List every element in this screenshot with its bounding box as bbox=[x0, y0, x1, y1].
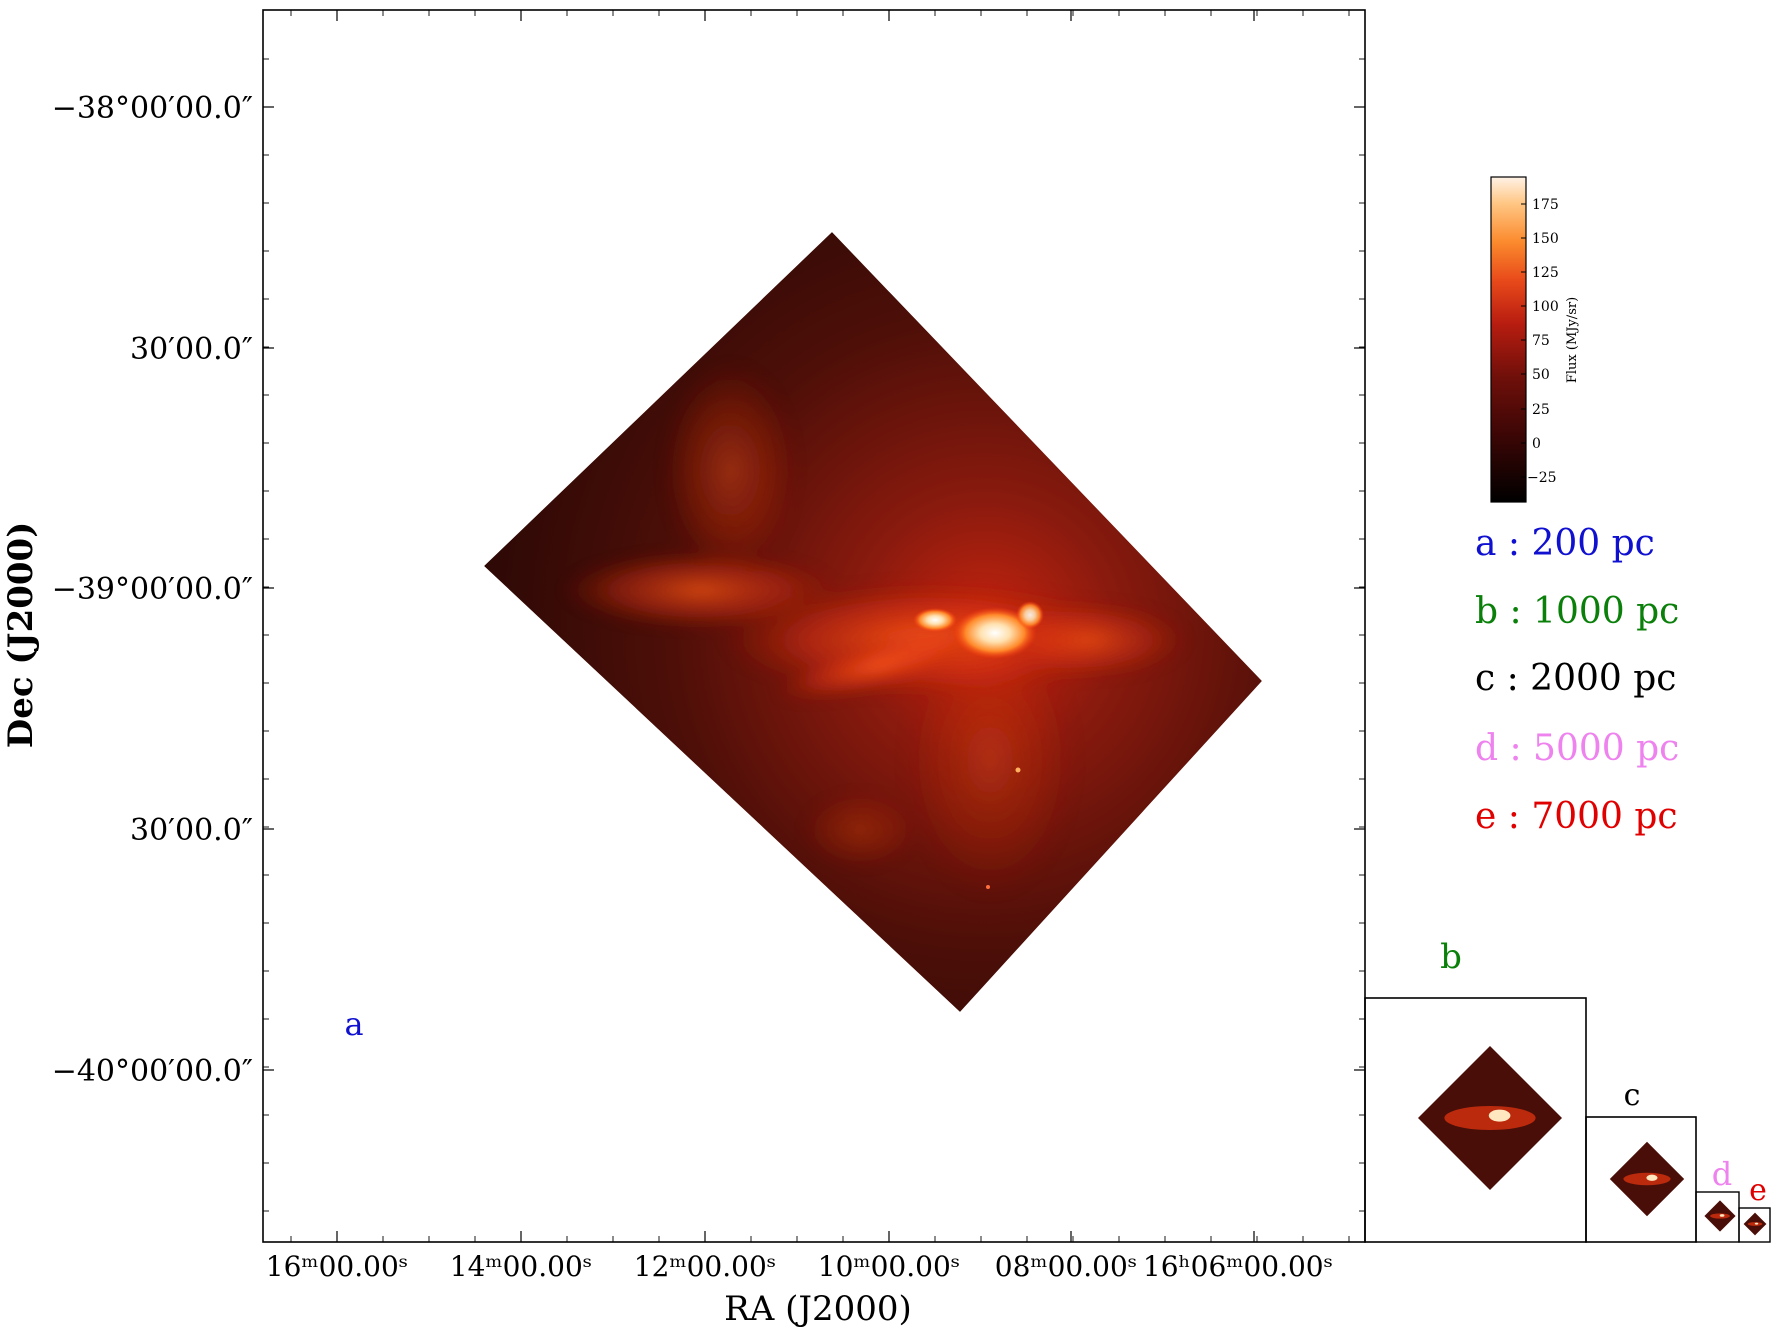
x-minor-ticks bbox=[290, 10, 1350, 1242]
y-tick-label: 30′00.0″ bbox=[130, 813, 253, 848]
x-tick-label: 10ᵐ00.00ˢ bbox=[818, 1250, 960, 1283]
colorbar-ticks bbox=[1521, 203, 1526, 478]
colorbar-tick-label: 125 bbox=[1532, 265, 1559, 281]
inset-c-heatmap bbox=[1609, 1141, 1685, 1217]
x-tick-label: 14ᵐ00.00ˢ bbox=[450, 1250, 592, 1283]
legend-item-b: b : 1000 pc bbox=[1475, 591, 1679, 632]
panel-letter-b: b bbox=[1440, 937, 1462, 977]
panel-letter-d: d bbox=[1712, 1155, 1732, 1193]
main-heatmap bbox=[484, 232, 1262, 1012]
panel-letter-a: a bbox=[344, 1005, 363, 1043]
panel-letter-e: e bbox=[1749, 1173, 1767, 1208]
y-tick-label: −39°00′00.0″ bbox=[52, 572, 253, 607]
legend-item-e: e : 7000 pc bbox=[1475, 796, 1678, 837]
colorbar-label: Flux (MJy/sr) bbox=[1565, 297, 1580, 383]
inset-c-frame bbox=[1585, 1116, 1697, 1243]
colorbar-tick-label: 75 bbox=[1532, 333, 1550, 349]
y-tick-label: −38°00′00.0″ bbox=[52, 91, 253, 126]
y-tick-label: 30′00.0″ bbox=[130, 332, 253, 367]
colorbar-tick-label: 175 bbox=[1532, 197, 1559, 213]
inset-b-heatmap bbox=[1418, 1046, 1562, 1190]
x-axis-label: RA (J2000) bbox=[724, 1289, 912, 1329]
inset-e-heatmap bbox=[1743, 1212, 1767, 1236]
legend-item-d: d : 5000 pc bbox=[1475, 728, 1679, 769]
x-tick-label: 08ᵐ00.00ˢ bbox=[995, 1250, 1137, 1283]
x-tick-label: 16ʰ06ᵐ00.00ˢ bbox=[1143, 1250, 1333, 1283]
colorbar bbox=[1490, 176, 1527, 503]
y-axis-label: Dec (J2000) bbox=[1, 522, 41, 749]
colorbar-tick-label: 50 bbox=[1532, 367, 1550, 383]
inset-d-heatmap bbox=[1704, 1200, 1736, 1232]
panel-letter-c: c bbox=[1624, 1078, 1641, 1113]
y-tick-label: −40°00′00.0″ bbox=[52, 1054, 253, 1089]
y-minor-ticks bbox=[263, 58, 1365, 1212]
x-tick-label: 16ᵐ00.00ˢ bbox=[266, 1250, 408, 1283]
colorbar-tick-label: 0 bbox=[1532, 436, 1541, 452]
main-axes-frame bbox=[262, 9, 1366, 1243]
colorbar-tick-label: −25 bbox=[1527, 470, 1557, 486]
colorbar-tick-label: 150 bbox=[1532, 231, 1559, 247]
legend-item-c: c : 2000 pc bbox=[1475, 658, 1676, 699]
legend-item-a: a : 200 pc bbox=[1475, 523, 1655, 564]
x-ticks bbox=[336, 10, 1255, 1242]
colorbar-tick-label: 100 bbox=[1532, 299, 1559, 315]
inset-e-frame bbox=[1738, 1207, 1771, 1243]
x-tick-label: 12ᵐ00.00ˢ bbox=[634, 1250, 776, 1283]
colorbar-tick-label: 25 bbox=[1532, 402, 1550, 418]
